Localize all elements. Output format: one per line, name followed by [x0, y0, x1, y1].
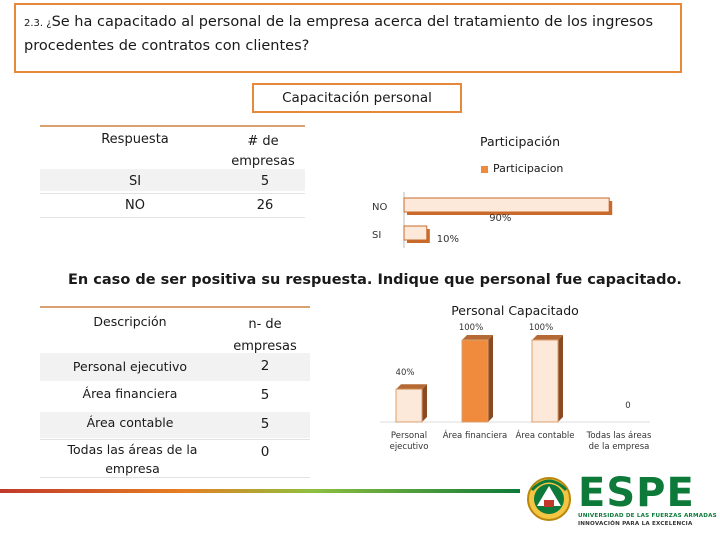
chart2-bar-cat3: [531, 339, 559, 423]
row-si-respuesta: SI: [128, 174, 142, 189]
footer-gradient-line: [0, 489, 520, 493]
row-shade: [40, 353, 310, 381]
row-contable-desc: Área contable: [86, 415, 174, 430]
chart2-bar-cat1: [395, 388, 423, 423]
chart1-bar-no: [403, 197, 610, 213]
sub-question: En caso de ser positiva su respuesta. In…: [68, 272, 682, 288]
row-financiera-empresas: 5: [260, 387, 270, 403]
personnel-chart: 40% Personal ejecutivo 100% Área financiera 1…: [380, 323, 652, 452]
row-shade: [40, 169, 305, 191]
response-table: Respuesta # de empresas SI 5 NO 26: [40, 125, 305, 227]
header-empresas: n- de empresas: [233, 317, 297, 354]
chart1-data-label-si: 10%: [437, 234, 459, 245]
row-no-respuesta: NO: [125, 198, 145, 213]
chart2-data-label-cat3: 100%: [529, 323, 553, 333]
table-rule: [40, 477, 310, 478]
chart2-bar-top-cat1: [396, 384, 427, 390]
chart1-bar-si: [403, 225, 428, 241]
question-box: 2.3. ¿Se ha capacitado al personal de la…: [14, 3, 682, 73]
chart2-data-label-cat2: 100%: [459, 323, 483, 333]
chart2-bar-top-cat3: [532, 335, 563, 340]
question-number: 2.3. ¿: [24, 18, 52, 29]
question-text: Se ha capacitado al personal de la empre…: [24, 14, 654, 54]
chart2-category-cat1: Personal ejecutivo: [390, 431, 429, 452]
espe-logo-text: ESPE: [578, 470, 695, 516]
row-todas-empresas: 0: [260, 444, 270, 460]
chart2-bar-side-cat3: [558, 335, 563, 422]
legend-swatch: [481, 165, 488, 173]
table-rule: [40, 439, 310, 440]
table-rule: [40, 306, 310, 308]
row-contable-empresas: 5: [260, 416, 270, 432]
row-financiera-desc: Área financiera: [82, 386, 178, 401]
row-si-empresas: 5: [260, 174, 270, 189]
chart2-bar-side-cat2: [488, 335, 493, 422]
participation-chart: NO 90% SI 10%: [372, 192, 613, 248]
legend-label: Participacion: [493, 162, 564, 175]
chart2-data-label-cat1: 40%: [396, 368, 415, 378]
table-rule: [40, 125, 305, 127]
chart2-data-label-cat4: 0: [625, 401, 630, 411]
chart1-title: Participación: [479, 134, 560, 149]
university-seal-icon: [527, 477, 571, 521]
chart2-category-cat2: Área financiera: [443, 429, 508, 441]
chart2-category-cat3: Área contable: [515, 429, 574, 441]
chart2-bar-cat2: [461, 339, 489, 423]
chart2-title: Personal Capacitado: [451, 303, 579, 318]
chart2-bar-top-cat2: [462, 335, 493, 340]
espe-logo-tagline: INNOVACIÓN PARA LA EXCELENCIA: [578, 521, 693, 527]
header-respuesta: Respuesta: [101, 132, 169, 147]
chart1-category-no: NO: [372, 202, 387, 213]
table-rule: [40, 193, 305, 194]
section-title: Capacitación personal: [252, 83, 462, 113]
row-todas-desc: Todas las áreas de la empresa: [67, 442, 198, 476]
chart1-category-si: SI: [372, 230, 381, 241]
header-descripcion: Descripción: [93, 314, 167, 329]
header-empresas: # de empresas: [231, 134, 295, 169]
chart2-bar-side-cat1: [422, 384, 427, 422]
chart1-data-label-no: 90%: [489, 213, 511, 224]
row-ejecutivo-desc: Personal ejecutivo: [72, 359, 188, 374]
row-ejecutivo-empresas: 2: [260, 358, 270, 374]
chart1-legend: Participacion: [481, 162, 563, 175]
chart2-category-cat4: Todas las áreas de la empresa: [586, 431, 652, 452]
personnel-table: Descripción n- de empresas Personal ejec…: [40, 306, 310, 478]
espe-logo-subtitle: UNIVERSIDAD DE LAS FUERZAS ARMADAS: [578, 513, 717, 519]
row-no-empresas: 26: [256, 198, 274, 213]
row-shade: [40, 412, 310, 438]
table-rule: [40, 217, 305, 218]
